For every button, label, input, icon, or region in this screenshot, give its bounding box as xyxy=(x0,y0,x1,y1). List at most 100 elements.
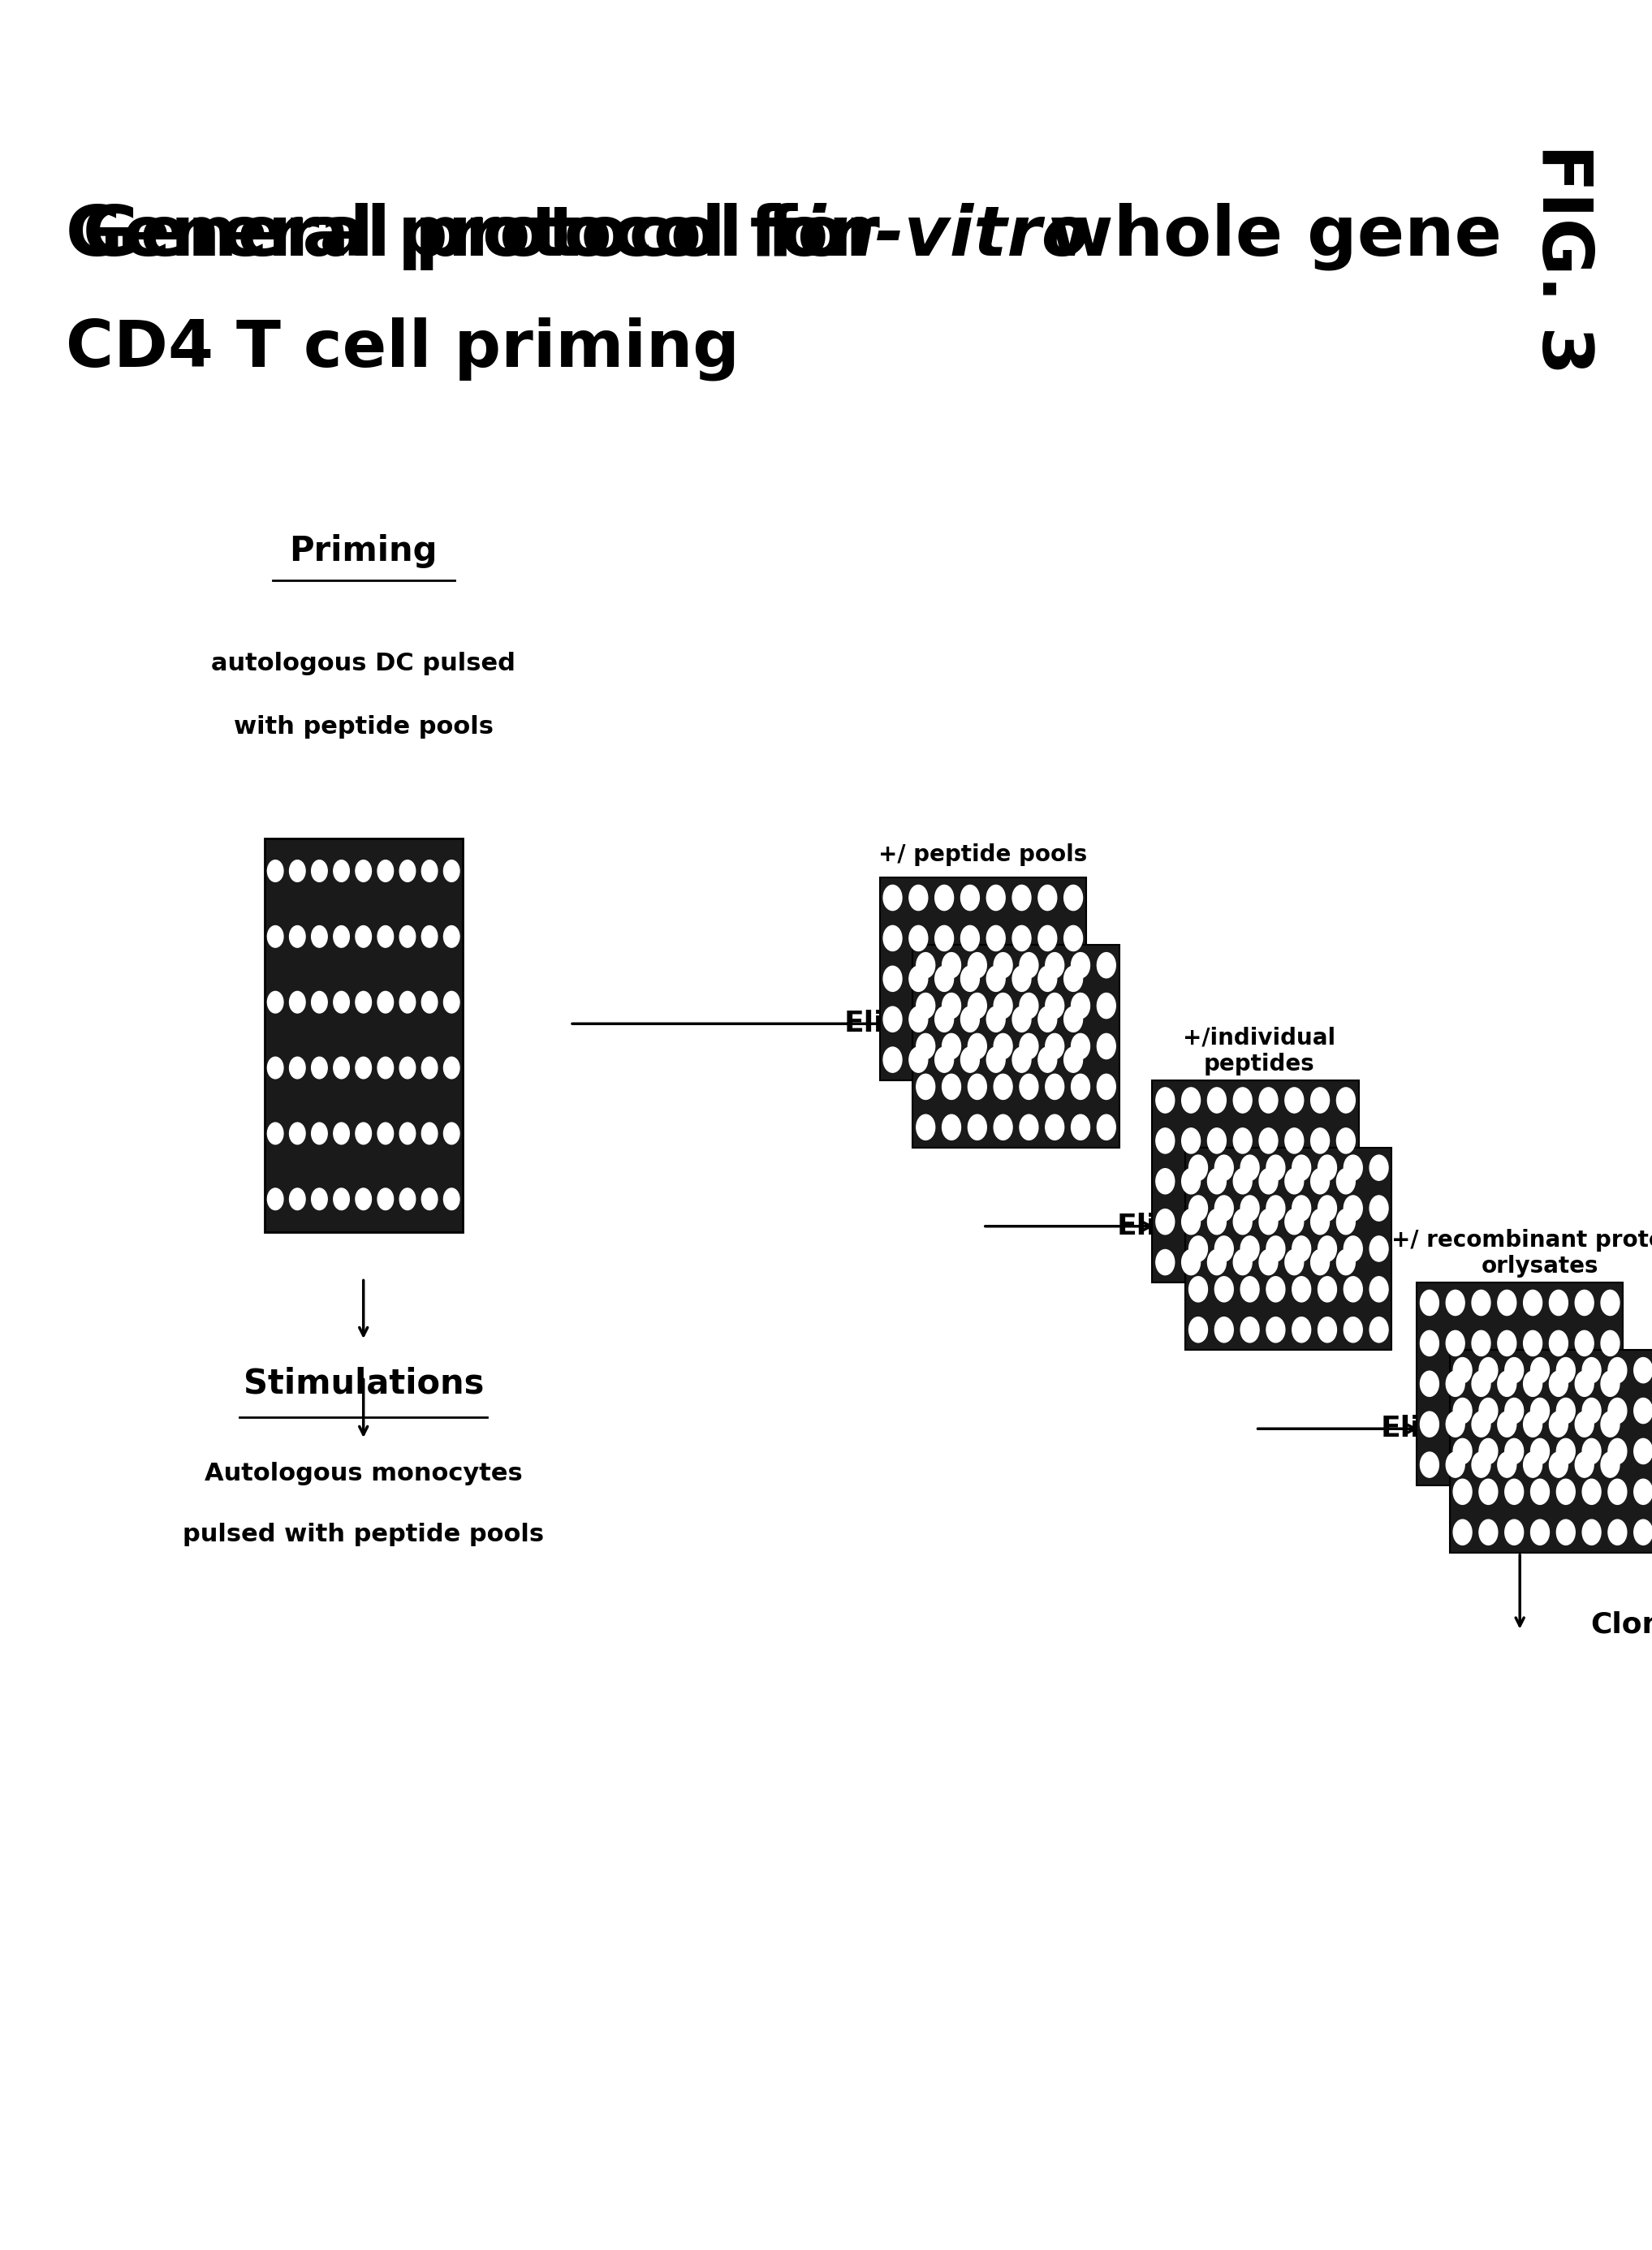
Circle shape xyxy=(1601,1370,1619,1397)
Circle shape xyxy=(1310,1249,1330,1276)
Circle shape xyxy=(917,1073,935,1100)
Circle shape xyxy=(1070,1033,1090,1060)
Circle shape xyxy=(1318,1154,1336,1181)
Circle shape xyxy=(995,1073,1013,1100)
Circle shape xyxy=(444,925,459,947)
Circle shape xyxy=(1189,1235,1208,1262)
Circle shape xyxy=(1370,1276,1388,1303)
Circle shape xyxy=(268,1188,282,1210)
Circle shape xyxy=(935,1046,953,1073)
Circle shape xyxy=(378,1188,393,1210)
Circle shape xyxy=(400,1188,415,1210)
Circle shape xyxy=(1292,1154,1310,1181)
Circle shape xyxy=(1292,1276,1310,1303)
Circle shape xyxy=(935,884,953,911)
Circle shape xyxy=(378,1123,393,1145)
Circle shape xyxy=(1285,1168,1303,1195)
Circle shape xyxy=(942,992,961,1019)
Circle shape xyxy=(917,1033,935,1060)
Circle shape xyxy=(1607,1357,1627,1384)
Text: General protocol for: General protocol for xyxy=(83,202,928,270)
Circle shape xyxy=(1336,1249,1355,1276)
Circle shape xyxy=(1208,1168,1226,1195)
Circle shape xyxy=(1505,1438,1523,1465)
Circle shape xyxy=(995,992,1013,1019)
Circle shape xyxy=(1181,1249,1201,1276)
Circle shape xyxy=(1601,1289,1619,1316)
Circle shape xyxy=(968,992,986,1019)
Circle shape xyxy=(909,925,928,952)
Bar xyxy=(264,839,463,1233)
Circle shape xyxy=(421,1188,438,1210)
Circle shape xyxy=(986,884,1004,911)
Circle shape xyxy=(1454,1357,1472,1384)
Circle shape xyxy=(1214,1154,1234,1181)
Circle shape xyxy=(1583,1397,1601,1424)
Circle shape xyxy=(1181,1087,1201,1114)
Circle shape xyxy=(378,1058,393,1078)
Text: CD4 T cell priming: CD4 T cell priming xyxy=(66,317,740,380)
Text: Elispot: Elispot xyxy=(1117,1213,1229,1240)
Circle shape xyxy=(968,1033,986,1060)
Circle shape xyxy=(1556,1478,1574,1505)
Circle shape xyxy=(1634,1478,1652,1505)
Circle shape xyxy=(312,860,327,882)
Circle shape xyxy=(1479,1397,1498,1424)
Circle shape xyxy=(378,925,393,947)
Text: Autologous monocytes: Autologous monocytes xyxy=(205,1462,522,1485)
Circle shape xyxy=(995,1033,1013,1060)
Circle shape xyxy=(1556,1357,1574,1384)
Circle shape xyxy=(942,1033,961,1060)
Circle shape xyxy=(1267,1276,1285,1303)
Circle shape xyxy=(1064,884,1082,911)
Circle shape xyxy=(1181,1127,1201,1154)
Circle shape xyxy=(909,1006,928,1033)
Text: +/individual
peptides: +/individual peptides xyxy=(1183,1026,1335,1076)
Circle shape xyxy=(1064,925,1082,952)
Circle shape xyxy=(268,860,282,882)
Circle shape xyxy=(1097,952,1115,979)
Circle shape xyxy=(1019,952,1037,979)
Circle shape xyxy=(312,1123,327,1145)
Circle shape xyxy=(1013,884,1031,911)
Circle shape xyxy=(1607,1438,1627,1465)
Circle shape xyxy=(1472,1289,1490,1316)
Circle shape xyxy=(1574,1289,1594,1316)
Circle shape xyxy=(1601,1411,1619,1438)
Circle shape xyxy=(1472,1330,1490,1357)
Circle shape xyxy=(1336,1208,1355,1235)
Circle shape xyxy=(1498,1330,1517,1357)
Circle shape xyxy=(1472,1411,1490,1438)
Circle shape xyxy=(884,884,902,911)
Circle shape xyxy=(1343,1276,1363,1303)
Circle shape xyxy=(1370,1154,1388,1181)
Circle shape xyxy=(1421,1330,1439,1357)
Circle shape xyxy=(961,1006,980,1033)
Circle shape xyxy=(1318,1276,1336,1303)
Circle shape xyxy=(1064,1006,1082,1033)
Circle shape xyxy=(334,1188,349,1210)
Circle shape xyxy=(1189,1276,1208,1303)
Circle shape xyxy=(1310,1127,1330,1154)
Circle shape xyxy=(1097,1073,1115,1100)
Circle shape xyxy=(1046,952,1064,979)
Text: Priming: Priming xyxy=(289,533,438,569)
Circle shape xyxy=(1310,1168,1330,1195)
Circle shape xyxy=(1208,1127,1226,1154)
Circle shape xyxy=(1318,1195,1336,1222)
Circle shape xyxy=(1241,1276,1259,1303)
Circle shape xyxy=(400,992,415,1013)
Circle shape xyxy=(1523,1289,1541,1316)
Circle shape xyxy=(1421,1411,1439,1438)
Circle shape xyxy=(1505,1478,1523,1505)
Circle shape xyxy=(1037,965,1057,992)
Circle shape xyxy=(1097,1114,1115,1141)
Circle shape xyxy=(1634,1519,1652,1546)
Circle shape xyxy=(444,1188,459,1210)
Circle shape xyxy=(1446,1451,1465,1478)
Circle shape xyxy=(1234,1168,1252,1195)
Circle shape xyxy=(1454,1478,1472,1505)
Circle shape xyxy=(1421,1289,1439,1316)
Text: +/ recombinant protein
orlysates: +/ recombinant protein orlysates xyxy=(1391,1229,1652,1278)
Circle shape xyxy=(1013,1006,1031,1033)
